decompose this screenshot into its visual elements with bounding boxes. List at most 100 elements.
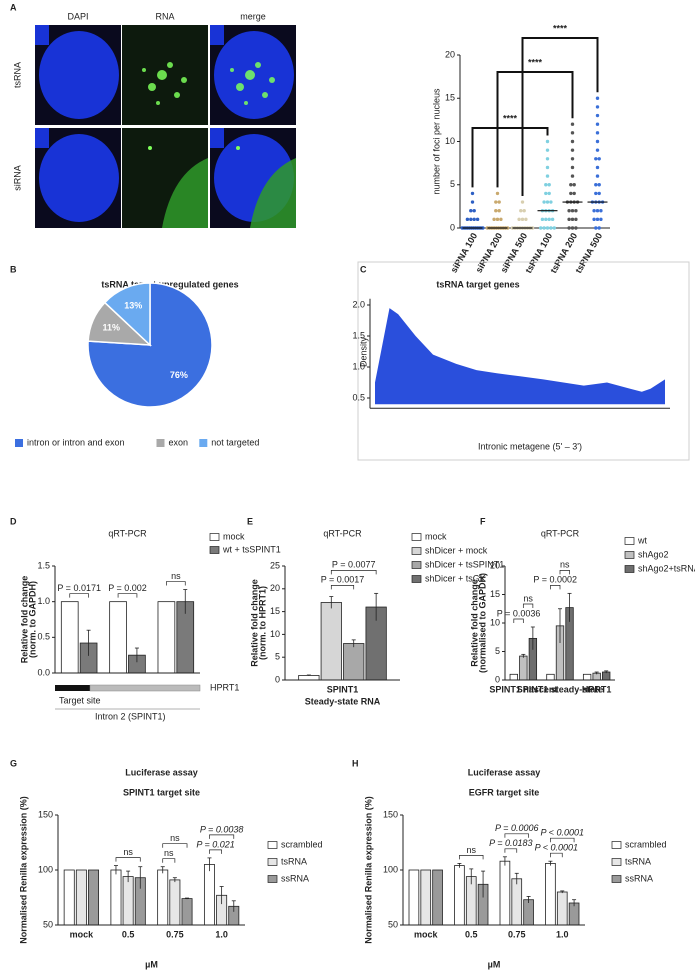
y-axis-label: (normalised to GAPDH) <box>477 573 487 673</box>
bracket-label: P < 0.0001 <box>535 843 578 853</box>
legend-swatch <box>611 875 622 883</box>
dot <box>567 226 571 230</box>
dot <box>545 200 550 204</box>
dot <box>599 209 603 213</box>
dot <box>465 217 470 222</box>
dot <box>574 226 578 230</box>
rna-focus <box>262 92 268 98</box>
legend-label: scrambled <box>281 839 323 849</box>
legend-swatch <box>15 439 23 447</box>
density-area <box>375 308 665 405</box>
rna-focus <box>142 68 146 72</box>
dot <box>570 209 575 213</box>
bracket-label: ns <box>164 848 174 858</box>
bar <box>88 869 100 926</box>
dot <box>470 200 475 204</box>
bar <box>582 673 592 681</box>
bracket-label: P = 0.0036 <box>497 608 541 618</box>
x-tick-label: 0.5 <box>122 929 135 939</box>
dot <box>595 165 600 170</box>
panel-letter: F <box>480 516 486 526</box>
dot <box>570 148 575 152</box>
bar <box>110 869 122 926</box>
panel-letter: H <box>352 758 359 768</box>
bar <box>519 655 528 681</box>
bracket-label: ns <box>171 571 181 581</box>
dot <box>522 209 526 213</box>
legend-swatch <box>209 533 220 541</box>
column-label: DAPI <box>67 11 88 21</box>
y-tick-label: 5 <box>450 179 455 189</box>
legend-label: shDicer + tsGK <box>425 573 486 583</box>
dot <box>494 200 498 204</box>
dot <box>545 174 550 178</box>
legend-label: not targeted <box>211 437 259 447</box>
legend-label: scrambled <box>625 839 667 849</box>
legend-label: ssRNA <box>281 873 309 883</box>
dot <box>574 209 578 213</box>
dot <box>595 113 600 118</box>
bracket <box>550 852 563 858</box>
legend-swatch <box>267 841 278 849</box>
dot <box>570 165 575 170</box>
chart-title: Luciferase assay <box>468 767 541 777</box>
bar <box>63 869 75 926</box>
dot <box>597 157 601 161</box>
y-tick-label: 20 <box>445 49 455 59</box>
x-tick-label: 0.75 <box>166 929 184 939</box>
y-axis-label: Relative fold change <box>469 579 479 667</box>
y-axis-label: Relative fold change <box>19 576 29 664</box>
bracket-label: P = 0.002 <box>108 583 147 593</box>
legend-swatch <box>199 439 208 447</box>
dot <box>545 139 550 144</box>
panel-frame <box>357 261 690 461</box>
nucleus-edge <box>35 128 49 148</box>
legend-label: tsRNA <box>625 856 651 866</box>
bar <box>499 860 511 926</box>
bracket-label: P = 0.0038 <box>200 824 243 834</box>
dot <box>594 157 598 161</box>
bracket <box>117 593 138 598</box>
bracket-label: P = 0.0171 <box>57 583 101 593</box>
bracket <box>496 71 574 188</box>
dot <box>469 217 473 222</box>
x-tick-label: 1.0 <box>556 929 569 939</box>
dot <box>519 209 523 213</box>
y-axis-label: number of foci per nucleus <box>431 88 441 195</box>
dot <box>592 217 596 222</box>
gene-target <box>55 685 90 691</box>
x-tick-label: 0.75 <box>508 929 526 939</box>
panel-letter: G <box>10 758 17 768</box>
dot <box>497 209 501 213</box>
dot <box>520 217 525 222</box>
dot <box>572 191 576 196</box>
bracket <box>209 834 235 839</box>
legend-label: mock <box>223 531 245 541</box>
dot <box>567 209 571 213</box>
legend-swatch <box>411 561 422 569</box>
rna-focus <box>245 70 255 80</box>
dot <box>470 191 475 196</box>
x-tick-label: HPRT1 <box>582 684 612 694</box>
nucleus-edge <box>210 128 224 148</box>
y-tick-label: 0 <box>450 222 455 232</box>
y-tick-label: 0.5 <box>352 392 365 402</box>
dot <box>595 217 600 222</box>
dot <box>595 96 600 100</box>
bracket-label: **** <box>528 57 543 67</box>
y-tick-label: 5 <box>275 652 280 662</box>
dot <box>544 191 548 196</box>
bar <box>298 675 320 681</box>
bar <box>203 864 215 926</box>
dot <box>547 217 551 222</box>
nucleus <box>39 134 119 222</box>
y-tick-label: 20 <box>270 583 280 593</box>
rna-focus <box>236 146 240 150</box>
bracket <box>162 858 176 863</box>
y-tick-label: 100 <box>383 864 398 874</box>
dot <box>545 226 550 230</box>
legend-label: shDicer + tsSPINT1 <box>425 559 504 569</box>
legend-swatch <box>209 546 220 554</box>
dot <box>524 217 528 222</box>
dot <box>520 200 525 204</box>
